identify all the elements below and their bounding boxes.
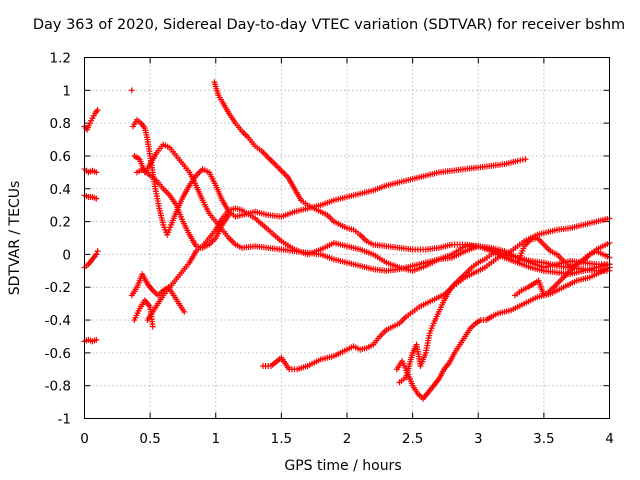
- data-point: [181, 308, 188, 315]
- x-tick-label: 0.5: [139, 431, 160, 447]
- y-tick-label: -0.2: [45, 280, 71, 296]
- data-point: [128, 87, 135, 94]
- data-point: [508, 256, 515, 263]
- y-tick-label: -0.6: [45, 346, 71, 362]
- y-tick-label: 0.8: [50, 116, 71, 132]
- series-s13: [134, 166, 232, 251]
- series-s14: [260, 215, 613, 373]
- series-s6: [128, 87, 135, 94]
- series-s15: [393, 264, 613, 402]
- data-point: [522, 156, 529, 163]
- data-point: [149, 323, 156, 330]
- y-axis-label: SDTVAR / TECUs: [7, 181, 23, 296]
- x-tick-label: 2: [343, 431, 352, 447]
- y-tick-label: 0.4: [50, 182, 71, 198]
- x-tick-label: 3.5: [533, 431, 554, 447]
- x-tick-labels: 0 0.5 1 1.5 2 2.5 3 3.5 4: [80, 431, 614, 447]
- data-point: [94, 248, 101, 255]
- y-tick-label: 0.6: [50, 149, 71, 165]
- plot-frame: [84, 57, 610, 419]
- x-tick-label: 0: [80, 431, 89, 447]
- data-point: [225, 212, 232, 219]
- series-s8: [211, 79, 613, 274]
- data-point: [93, 195, 100, 202]
- y-tick-label: -0.4: [45, 313, 71, 329]
- series-s18: [514, 235, 613, 269]
- y-tick-label: 0: [62, 247, 71, 263]
- y-tick-label: -0.8: [45, 379, 71, 395]
- x-axis-label: GPS time / hours: [284, 458, 401, 474]
- data-points: [81, 79, 613, 402]
- y-tick-label: -1: [58, 412, 71, 428]
- x-tick-label: 1: [211, 431, 220, 447]
- data-point: [93, 169, 100, 176]
- x-tick-label: 3: [474, 431, 483, 447]
- x-tick-label: 2.5: [402, 431, 423, 447]
- x-tick-label: 4: [605, 431, 614, 447]
- series-s12: [131, 297, 156, 330]
- grid-lines: [84, 57, 610, 419]
- axis-ticks: [84, 57, 610, 419]
- x-tick-label: 1.5: [271, 431, 292, 447]
- series-s17: [512, 239, 613, 299]
- y-tick-label: 0.2: [50, 215, 71, 231]
- data-point: [93, 336, 100, 343]
- series-s11: [128, 271, 188, 315]
- y-tick-label: 1: [62, 83, 71, 99]
- y-tick-labels: -1 -0.8 -0.6 -0.4 -0.2 0 0.2 0.4 0.6 0.8 1 1.2: [45, 51, 71, 428]
- series-s16: [396, 248, 515, 386]
- y-tick-label: 1.2: [50, 51, 71, 67]
- data-point: [93, 251, 100, 258]
- chart-title: Day 363 of 2020, Sidereal Day-to-day VTE…: [33, 17, 625, 33]
- data-point: [94, 107, 101, 114]
